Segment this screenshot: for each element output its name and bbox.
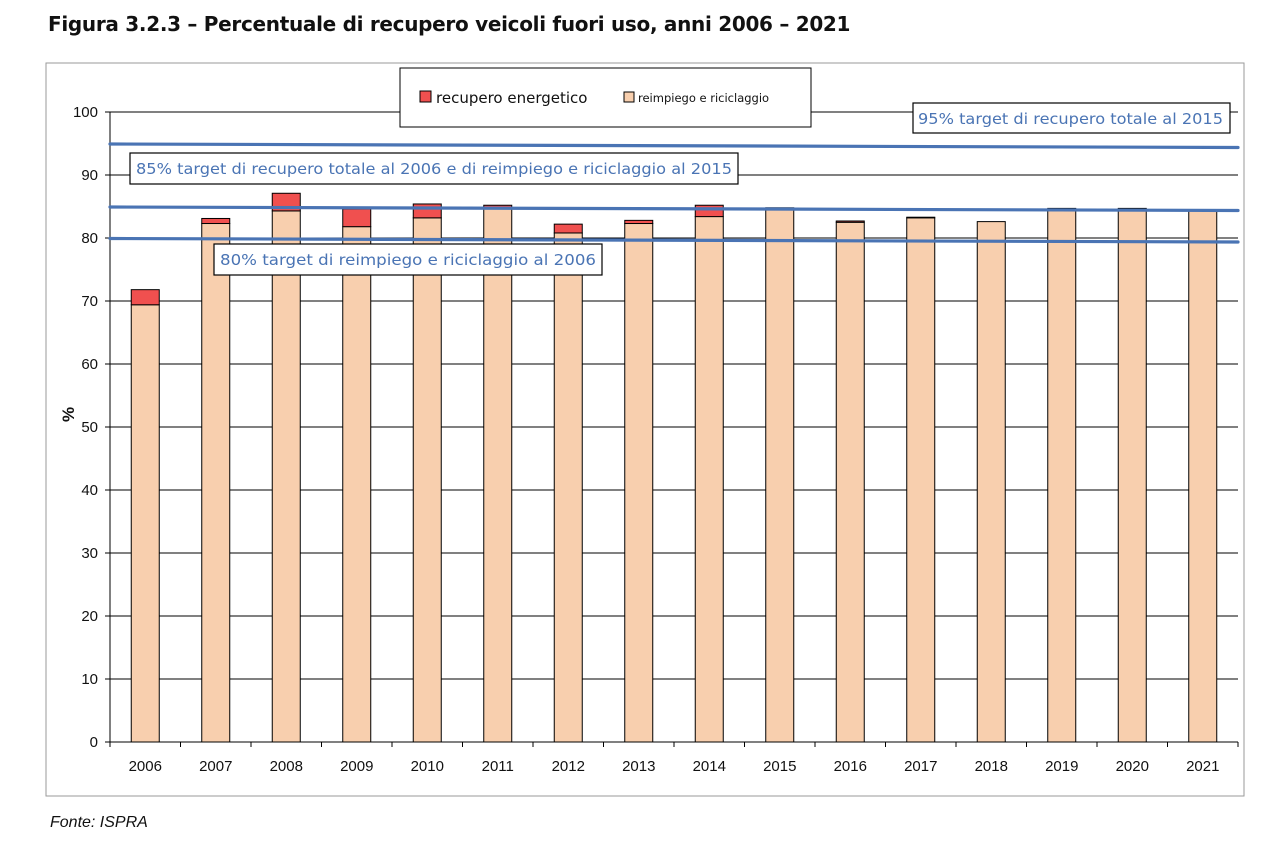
- bar-reimpiego-e-riciclaggio-2009: [342, 226, 372, 743]
- y-axis-label: %: [59, 407, 78, 422]
- bar-recupero-energetico-2014: [694, 204, 724, 218]
- figure-source: Fonte: ISPRA: [50, 814, 148, 831]
- target-label-85: 85% target di recupero totale al 2006 e …: [136, 160, 732, 178]
- x-tick-label: 2015: [763, 758, 796, 775]
- figure-title: Figura 3.2.3 – Percentuale di recupero v…: [48, 12, 851, 36]
- x-tick-label: 2014: [693, 758, 726, 775]
- bar-recupero-energetico-2006: [130, 289, 160, 306]
- legend-label-recupero-energetico: recupero energetico: [436, 89, 587, 107]
- bar-reimpiego-e-riciclaggio-2016: [835, 221, 865, 743]
- bar-reimpiego-e-riciclaggio-2007: [201, 223, 231, 743]
- bar-reimpiego-e-riciclaggio-2006: [130, 304, 160, 743]
- legend-label-reimpiego-e-riciclaggio: reimpiego e riciclaggio: [638, 91, 769, 105]
- x-tick-label: 2019: [1045, 758, 1078, 775]
- y-tick-label: 60: [81, 356, 98, 373]
- x-tick-label: 2011: [482, 758, 514, 775]
- x-tick-label: 2009: [340, 758, 373, 775]
- bar-reimpiego-e-riciclaggio-2008: [271, 210, 301, 743]
- bar-recupero-energetico-2012: [553, 223, 583, 234]
- y-tick-label: 40: [81, 482, 98, 499]
- legend-box: [399, 67, 812, 128]
- bar-reimpiego-e-riciclaggio-2010: [412, 217, 442, 743]
- bar-reimpiego-e-riciclaggio-2021: [1188, 210, 1218, 743]
- target-line-85: [108, 205, 1240, 213]
- bar-recupero-energetico-2010: [412, 203, 442, 219]
- x-tick-label: 2013: [622, 758, 655, 775]
- legend-swatch-recupero-energetico: [419, 90, 432, 103]
- x-tick-label: 2020: [1116, 758, 1149, 775]
- bar-recupero-energetico-2016: [835, 220, 865, 223]
- y-tick-label: 50: [81, 419, 98, 436]
- y-tick-label: 10: [81, 671, 98, 688]
- target-label-box-80: [213, 243, 603, 276]
- x-tick-label: 2007: [199, 758, 232, 775]
- target-label-box-95: [912, 102, 1231, 134]
- legend-swatch-reimpiego-e-riciclaggio: [623, 91, 635, 103]
- bar-reimpiego-e-riciclaggio-2014: [694, 216, 724, 743]
- x-tick-label: 2010: [411, 758, 444, 775]
- bar-reimpiego-e-riciclaggio-2017: [906, 217, 936, 743]
- x-tick-label: 2018: [975, 758, 1008, 775]
- target-label-80: 80% target di reimpiego e riciclaggio al…: [220, 251, 596, 269]
- target-label-box-85: [129, 152, 739, 185]
- target-line-95: [108, 142, 1240, 150]
- y-tick-label: 80: [81, 230, 98, 247]
- bar-reimpiego-e-riciclaggio-2011: [483, 207, 513, 743]
- y-tick-label: 20: [81, 608, 98, 625]
- target-line-80: [108, 236, 1240, 244]
- x-tick-label: 2017: [904, 758, 937, 775]
- x-tick-label: 2012: [552, 758, 585, 775]
- bar-reimpiego-e-riciclaggio-2018: [976, 221, 1006, 743]
- x-tick-label: 2016: [834, 758, 867, 775]
- target-label-95: 95% target di recupero totale al 2015: [918, 110, 1223, 128]
- x-tick-label: 2021: [1186, 758, 1219, 775]
- y-tick-label: 30: [81, 545, 98, 562]
- bar-recupero-energetico-2009: [342, 208, 372, 228]
- bar-recupero-energetico-2017: [906, 216, 936, 219]
- bar-recupero-energetico-2007: [201, 217, 231, 225]
- y-tick-label: 0: [90, 734, 98, 751]
- x-tick-label: 2006: [129, 758, 162, 775]
- bar-reimpiego-e-riciclaggio-2013: [624, 223, 654, 743]
- x-tick-label: 2008: [270, 758, 303, 775]
- bar-reimpiego-e-riciclaggio-2012: [553, 232, 583, 743]
- bar-reimpiego-e-riciclaggio-2020: [1117, 207, 1147, 743]
- y-tick-label: 90: [81, 167, 98, 184]
- bar-recupero-energetico-2013: [624, 219, 654, 225]
- bar-reimpiego-e-riciclaggio-2019: [1047, 207, 1077, 743]
- y-tick-label: 70: [81, 293, 98, 310]
- y-tick-label: 100: [73, 104, 98, 121]
- bar-reimpiego-e-riciclaggio-2015: [765, 207, 795, 743]
